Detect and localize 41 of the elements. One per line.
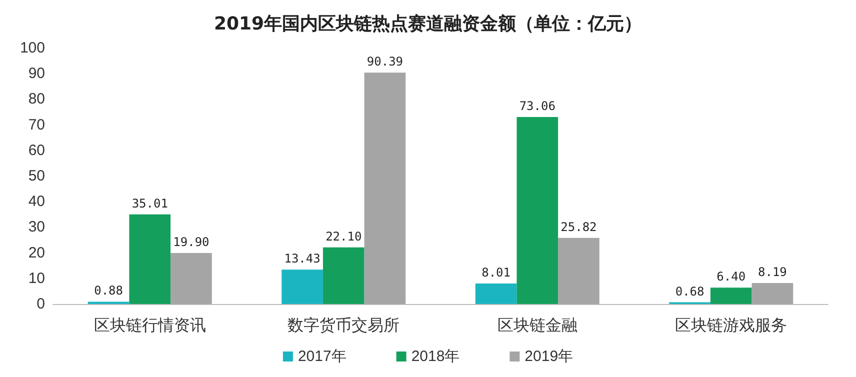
bar (710, 288, 752, 304)
x-tick-label: 区块链游戏服务 (675, 316, 788, 334)
bar (752, 283, 794, 304)
x-tick-label: 数字货币交易所 (288, 316, 400, 334)
y-tick-label: 0 (36, 296, 45, 312)
data-label: 25.82 (560, 220, 597, 234)
y-tick-label: 100 (20, 40, 45, 56)
data-label: 13.43 (284, 252, 320, 266)
y-tick-label: 50 (28, 168, 45, 184)
bar (129, 214, 171, 304)
data-label: 6.40 (716, 270, 746, 284)
data-label: 35.01 (132, 196, 168, 210)
x-tick-label: 区块链金融 (497, 316, 578, 334)
bar (364, 72, 406, 304)
chart-title: 2019年国内区块链热点赛道融资金额（单位：亿元） (214, 14, 642, 34)
y-tick-label: 70 (28, 116, 45, 134)
data-label: 22.10 (326, 229, 362, 244)
bar (282, 270, 323, 304)
legend-label: 2018年 (411, 348, 460, 365)
bar (322, 247, 364, 304)
y-tick-label: 30 (28, 218, 45, 236)
data-label: 8.01 (482, 265, 510, 280)
y-tick-label: 10 (28, 270, 45, 287)
bar (475, 283, 517, 304)
bar (516, 116, 558, 304)
data-label: 0.68 (675, 284, 704, 298)
bar (558, 238, 600, 304)
bar (170, 253, 212, 304)
data-label: 0.88 (94, 284, 123, 298)
y-tick-label: 20 (28, 244, 45, 262)
y-tick-label: 90 (28, 65, 45, 82)
data-label: 73.06 (519, 98, 556, 113)
y-tick-label: 80 (28, 90, 45, 108)
data-label: 19.90 (173, 235, 210, 250)
y-tick-label: 60 (28, 142, 45, 159)
y-tick-label: 40 (28, 193, 45, 210)
x-tick-label: 区块链行情资讯 (94, 316, 206, 334)
legend-label: 2017年 (298, 348, 346, 365)
data-label: 8.19 (758, 265, 787, 280)
data-label: 90.39 (366, 54, 404, 69)
legend-label: 2019年 (524, 348, 574, 365)
